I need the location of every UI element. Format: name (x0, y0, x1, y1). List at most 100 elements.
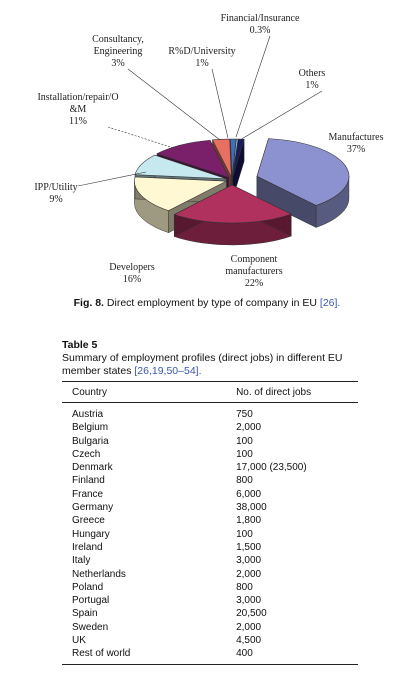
pie-label-line: Developers (109, 262, 155, 273)
pie-label-1: Component manufacturers 22% (225, 254, 282, 289)
table-header-row: Country No. of direct jobs (62, 381, 358, 403)
pie-slice-top (212, 138, 232, 178)
country-cell: Germany (72, 502, 114, 514)
pie-slice-top (134, 154, 227, 180)
table-body: Austria 750 Belgium 2,000 Bulgaria 100 Czech 10… (62, 403, 358, 665)
country-cell: Denmark (72, 462, 113, 474)
pie-label-line: R%D/University (168, 46, 235, 57)
country-cell: Rest of world (62, 647, 159, 665)
pie-label-line: 9% (49, 194, 62, 205)
column-header-country: Country (62, 381, 159, 403)
country-cell: Sweden (72, 621, 109, 633)
country-cell: Hungary (72, 528, 110, 540)
country-cell: UK (72, 635, 86, 647)
jobs-cell: 17,000 (23,500) (236, 462, 307, 474)
pie-leader-line (107, 126, 181, 151)
jobs-cell: 20,500 (236, 608, 267, 620)
pie-label-8: Others 1% (299, 68, 326, 91)
table-row: Italy 3,000 (62, 554, 358, 567)
pie-label-line: &M (70, 104, 87, 115)
pie-label-2: Developers 16% (109, 262, 155, 285)
jobs-cell: 4,500 (236, 635, 262, 647)
pie-label-5: Consultancy, Engineering 3% (92, 34, 144, 69)
pie-label-line: Manufactures (329, 132, 384, 143)
pie-slice-top (173, 184, 293, 224)
table-row: Czech 100 (62, 448, 358, 461)
pie-label-line: Consultancy, (92, 34, 144, 45)
table-row: Rest of world 400 (62, 647, 358, 665)
jobs-cell: 1,500 (236, 541, 262, 553)
pie-label-3: IPP/Utility 9% (34, 182, 77, 205)
pie-chart: Manufactures 37% Component manufacturers 22%… (34, 13, 384, 289)
jobs-cell: 2,000 (236, 621, 262, 633)
pie-slice-top (256, 138, 350, 206)
jobs-cell: 800 (236, 581, 253, 593)
table-row: Sweden 2,000 (62, 621, 358, 634)
figure-caption: Fig. 8. Direct employment by type of com… (0, 297, 414, 309)
pie-slice-0 (256, 138, 350, 228)
pie-label-line: 1% (305, 80, 318, 91)
jobs-cell: 3,000 (236, 595, 262, 607)
pie-label-line: 3% (111, 58, 124, 69)
country-cell: Austria (72, 409, 104, 420)
table-subtitle-text: Summary of employment profiles (direct j… (62, 352, 343, 377)
jobs-cell: 2,000 (236, 422, 262, 434)
country-cell: France (72, 488, 104, 500)
country-cell: Poland (72, 581, 104, 593)
table-row: Hungary 100 (62, 528, 358, 541)
pie-label-line: Component (231, 254, 278, 265)
pie-label-line: Installation/repair/O (37, 92, 118, 103)
country-cell: Spain (72, 608, 98, 620)
pie-slice-1 (173, 184, 293, 246)
pie-leader-line (239, 90, 323, 141)
table-title: Table 5 (62, 339, 98, 351)
country-cell: Bulgaria (72, 435, 109, 447)
pie-label-line: 0.3% (250, 25, 271, 36)
table-row: UK 4,500 (62, 634, 358, 647)
table-row: Austria 750 (62, 403, 358, 422)
table-row: Bulgaria 100 (62, 435, 358, 448)
pie-leader-line (77, 171, 147, 187)
table-subtitle-ref[interactable]: [26,19,50–54]. (134, 365, 202, 377)
pie-label-line: 16% (123, 274, 141, 285)
pie-leader-line (127, 68, 221, 141)
pie-label-line: manufacturers (225, 266, 282, 277)
column-header-jobs: No. of direct jobs (158, 381, 358, 403)
table-row: Portugal 3,000 (62, 594, 358, 607)
jobs-cell: 100 (236, 448, 253, 460)
pie-label-line: Engineering (94, 46, 143, 57)
country-cell: Greece (72, 515, 105, 527)
country-cell: Ireland (72, 541, 103, 553)
pie-leader-line (235, 35, 271, 138)
table-row: Netherlands 2,000 (62, 568, 358, 581)
jobs-cell: 100 (236, 528, 253, 540)
country-cell: Finland (72, 475, 105, 487)
jobs-cell: 1,800 (236, 515, 262, 527)
figure-caption-text: Direct employment by type of company in … (103, 297, 320, 309)
pie-leader-line (211, 68, 229, 139)
pie-label-line: 1% (195, 58, 208, 69)
jobs-cell: 3,000 (236, 555, 262, 567)
table-row: Finland 800 (62, 474, 358, 487)
pie-label-line: IPP/Utility (34, 182, 77, 193)
jobs-cell: 2,000 (236, 568, 262, 580)
table-row: Belgium 2,000 (62, 421, 358, 434)
pie-slice-top (156, 139, 230, 178)
jobs-cell: 400 (158, 647, 358, 665)
pie-label-line: 22% (245, 278, 263, 289)
table-row: France 6,000 (62, 488, 358, 501)
jobs-cell: 100 (236, 435, 253, 447)
jobs-cell: 6,000 (236, 488, 262, 500)
pie-label-4: Installation/repair/O &M 11% (37, 92, 118, 127)
pie-label-line: 37% (347, 144, 365, 155)
employment-table: Country No. of direct jobs Austria 750 Bel… (62, 381, 358, 665)
table-subtitle: Summary of employment profiles (direct j… (62, 352, 362, 378)
pie-label-0: Manufactures 37% (329, 132, 384, 155)
country-cell: Belgium (72, 422, 109, 434)
pie-label-line: Others (299, 68, 326, 79)
table-row: Denmark 17,000 (23,500) (62, 461, 358, 474)
table-row: Ireland 1,500 (62, 541, 358, 554)
figure-caption-ref[interactable]: [26]. (319, 297, 341, 309)
country-cell: Czech (72, 448, 101, 460)
pie-slice-top (134, 176, 228, 212)
